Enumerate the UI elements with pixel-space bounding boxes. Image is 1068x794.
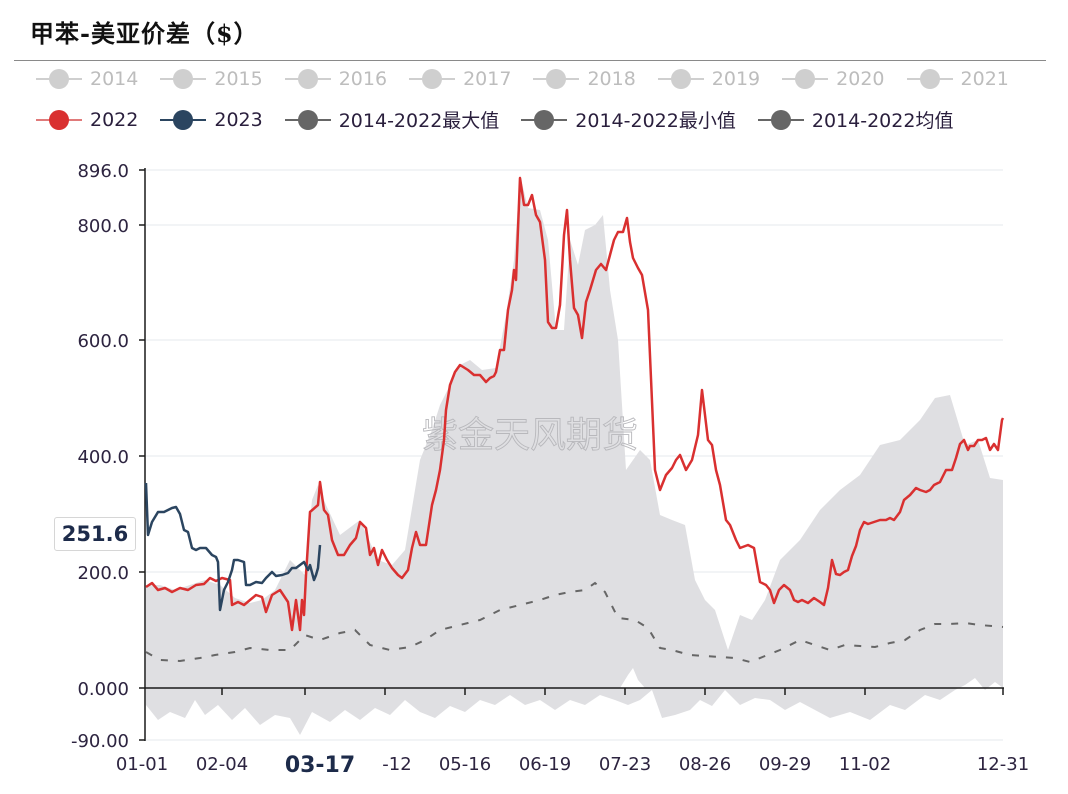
- svg-text:-12: -12: [382, 754, 411, 775]
- legend-item-max[interactable]: 2014-2022最大值: [284, 106, 499, 133]
- legend-item-2021[interactable]: 2021: [906, 66, 1009, 92]
- legend-marker-icon: [160, 66, 207, 92]
- axes: [139, 168, 1004, 741]
- svg-text:01-01: 01-01: [116, 754, 168, 775]
- svg-text:0.000: 0.000: [77, 679, 129, 700]
- legend-marker-icon: [36, 107, 82, 133]
- svg-text:800.0: 800.0: [77, 216, 129, 237]
- watermark: 紫金天风期货: [422, 415, 638, 456]
- legend-marker-icon: [160, 107, 207, 133]
- svg-text:11-02: 11-02: [839, 754, 891, 775]
- title-divider: [14, 60, 1046, 61]
- legend-marker-icon: [409, 66, 456, 92]
- legend-item-2014[interactable]: 2014: [36, 66, 138, 92]
- svg-text:09-29: 09-29: [759, 754, 811, 775]
- legend-marker-icon: [782, 66, 829, 92]
- legend-marker-icon: [533, 66, 580, 92]
- svg-text:08-26: 08-26: [679, 754, 731, 775]
- series-2023-line: [144, 482, 322, 612]
- max-min-band: [146, 175, 1003, 735]
- x-axis-labels: 01-01 02-04 03-17 -12 05-16 06-19 07-23 …: [116, 753, 1029, 778]
- legend-marker-icon: [284, 66, 331, 92]
- legend-item-min[interactable]: 2014-2022最小值: [521, 106, 736, 133]
- svg-text:400.0: 400.0: [77, 447, 129, 468]
- legend-item-2017[interactable]: 2017: [409, 66, 511, 92]
- legend-marker-icon: [757, 107, 804, 133]
- svg-text:12-31: 12-31: [977, 754, 1029, 775]
- legend-row-years: 2014 2015 2016 2017 2018 2019 2020 2021: [36, 66, 1009, 92]
- legend-marker-icon: [906, 66, 953, 92]
- svg-text:896.0: 896.0: [77, 161, 129, 182]
- legend-item-2019[interactable]: 2019: [657, 66, 760, 92]
- legend-marker-icon: [657, 66, 704, 92]
- legend-marker-icon: [284, 107, 331, 133]
- y-axis-labels: 896.0 800.0 600.0 400.0 200.0 0.000 -90.…: [71, 161, 129, 752]
- legend-item-2016[interactable]: 2016: [284, 66, 387, 92]
- legend-item-2015[interactable]: 2015: [160, 66, 263, 92]
- svg-text:06-19: 06-19: [519, 754, 571, 775]
- svg-text:07-23: 07-23: [599, 754, 651, 775]
- band-positive-sliver: [620, 668, 645, 688]
- svg-text:600.0: 600.0: [77, 331, 129, 352]
- legend-marker-icon: [521, 107, 568, 133]
- svg-text:05-16: 05-16: [439, 754, 491, 775]
- svg-text:-90.00: -90.00: [71, 731, 129, 752]
- legend-item-2020[interactable]: 2020: [782, 66, 885, 92]
- legend-marker-icon: [36, 66, 82, 92]
- y-axis-pointer-value: 251.6: [54, 517, 136, 551]
- legend-row-series: 2022 2023 2014-2022最大值 2014-2022最小值 2014…: [36, 106, 953, 133]
- svg-text:02-04: 02-04: [196, 754, 248, 775]
- series-2022-line: [145, 176, 1005, 632]
- legend-item-2018[interactable]: 2018: [533, 66, 636, 92]
- svg-text:200.0: 200.0: [77, 563, 129, 584]
- legend-item-2023[interactable]: 2023: [160, 107, 263, 133]
- chart-title: 甲苯-美亚价差（$）: [30, 19, 259, 48]
- legend-item-2022[interactable]: 2022: [36, 107, 138, 133]
- x-axis-highlight-label: 03-17: [285, 753, 355, 778]
- legend-item-mean[interactable]: 2014-2022均值: [757, 106, 953, 133]
